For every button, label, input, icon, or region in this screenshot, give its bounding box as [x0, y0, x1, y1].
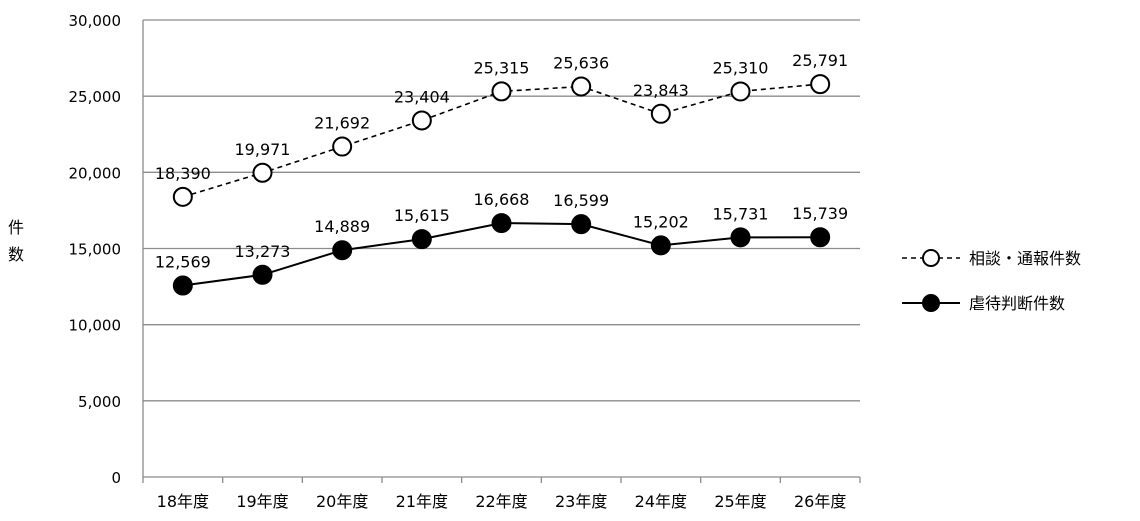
data-point-marker [810, 74, 831, 95]
data-label: 18,390 [155, 164, 211, 183]
data-label: 16,668 [474, 190, 530, 209]
data-point-marker [730, 227, 751, 248]
y-tick-label: 30,000 [69, 12, 122, 30]
data-point-marker [252, 162, 273, 183]
data-label: 23,404 [394, 87, 450, 106]
data-point-marker [491, 81, 512, 102]
data-label: 25,310 [713, 58, 769, 77]
data-point-marker [332, 240, 353, 261]
data-point-marker [332, 136, 353, 157]
x-tick-label: 23年度 [555, 492, 607, 511]
y-tick-label: 15,000 [69, 241, 122, 259]
legend-label: 虐待判断件数 [969, 294, 1065, 313]
y-tick-label: 25,000 [69, 88, 122, 106]
data-label: 15,731 [713, 204, 769, 223]
data-point-marker [571, 214, 592, 235]
data-point-marker [172, 275, 193, 296]
x-tick-label: 22年度 [475, 492, 527, 511]
y-tick-label: 10,000 [69, 317, 122, 335]
data-label: 13,273 [235, 242, 291, 261]
data-point-marker [730, 81, 751, 102]
data-label: 14,889 [314, 217, 370, 236]
data-point-marker [810, 227, 831, 248]
legend-marker [922, 294, 940, 312]
data-point-marker [650, 235, 671, 256]
x-tick-label: 19年度 [236, 492, 288, 511]
data-point-marker [411, 110, 432, 131]
data-label: 25,636 [553, 53, 609, 72]
data-label: 15,615 [394, 206, 450, 225]
data-label: 21,692 [314, 114, 370, 133]
x-tick-label: 21年度 [396, 492, 448, 511]
data-point-marker [411, 229, 432, 250]
data-label: 25,791 [792, 51, 848, 70]
data-label: 25,315 [474, 58, 530, 77]
data-point-marker [252, 264, 273, 285]
y-tick-label: 0 [111, 469, 121, 487]
x-tick-label: 20年度 [316, 492, 368, 511]
data-label: 12,569 [155, 253, 211, 272]
y-tick-label: 20,000 [69, 164, 122, 182]
x-tick-label: 26年度 [794, 492, 846, 511]
data-label: 15,739 [792, 204, 848, 223]
y-tick-label: 5,000 [78, 393, 121, 411]
data-label: 19,971 [235, 140, 291, 159]
data-point-marker [172, 186, 193, 207]
x-tick-label: 24年度 [635, 492, 687, 511]
legend-marker [922, 249, 940, 267]
data-label: 16,599 [553, 191, 609, 210]
data-point-marker [491, 213, 512, 234]
data-point-marker [571, 76, 592, 97]
data-label: 23,843 [633, 81, 689, 100]
legend-label: 相談・通報件数 [969, 249, 1081, 268]
x-tick-label: 18年度 [157, 492, 209, 511]
x-tick-label: 25年度 [714, 492, 766, 511]
data-point-marker [650, 103, 671, 124]
data-label: 15,202 [633, 212, 689, 231]
y-axis-label-char: 数 [8, 245, 24, 264]
y-axis-label-char: 件 [8, 218, 24, 237]
